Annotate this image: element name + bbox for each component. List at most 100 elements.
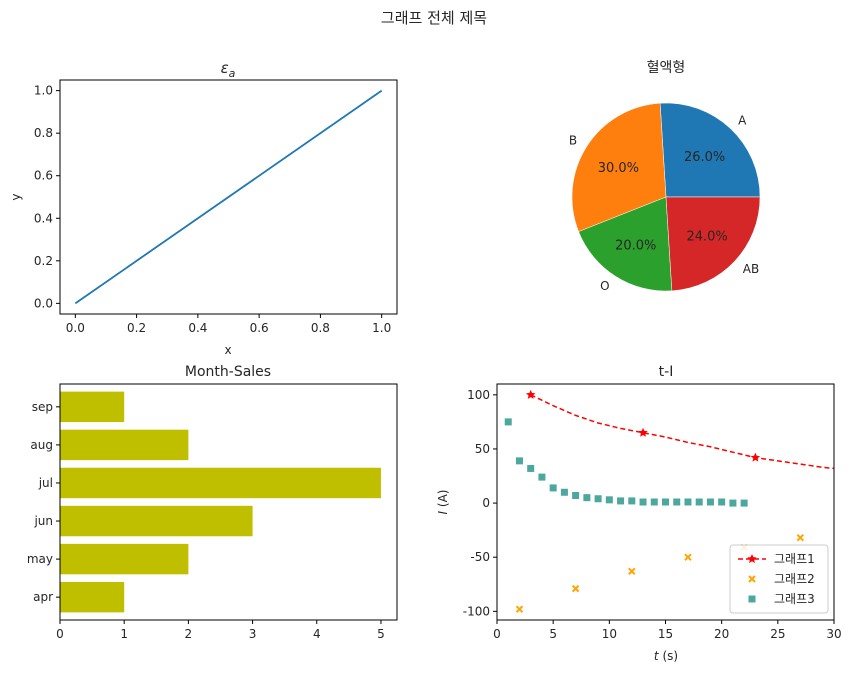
- y-tick-label: 0.6: [34, 169, 53, 183]
- pie-percent-label: 30.0%: [598, 161, 639, 176]
- x-tick-label: 0: [56, 627, 64, 641]
- series3-square-marker: [695, 498, 703, 506]
- series2-x-marker: [571, 584, 580, 593]
- y-tick-label: -100: [463, 604, 490, 618]
- pie-percent-label: 24.0%: [686, 230, 727, 245]
- series1-star-marker: [750, 452, 761, 462]
- bar: [60, 391, 125, 423]
- x-tick-label: 5: [377, 627, 385, 641]
- series2-x-marker: [684, 553, 692, 561]
- pie-slice: [578, 196, 673, 292]
- scatter-chart-xlabel: t (s): [654, 649, 678, 663]
- series3-square-marker: [538, 473, 546, 481]
- x-tick-label: 25: [770, 627, 785, 641]
- bar: [60, 543, 189, 575]
- scatter-chart-panel: t-I 0 5 10 15 20 25 30 100 50 0 -50 -100 t (s) I (…: [436, 364, 842, 663]
- bar: [60, 429, 189, 461]
- bar: [60, 581, 125, 613]
- bar-chart-title: Month-Sales: [185, 364, 271, 380]
- series1-star-marker: [525, 389, 536, 399]
- bar-chart-panel: Month-Sales 0 1 2 3 4 5 apr may jun jul aug sep: [27, 364, 398, 641]
- x-tick-label: 1: [120, 627, 128, 641]
- scatter-series-group: [504, 389, 834, 613]
- x-tick-label: 3: [249, 627, 257, 641]
- series2-x-marker: [515, 605, 524, 613]
- line-series: [74, 89, 383, 305]
- x-tick-label: 10: [602, 627, 617, 641]
- y-tick-label: jun: [33, 514, 53, 528]
- bar: [60, 467, 381, 499]
- series3-square-marker: [718, 498, 726, 506]
- x-tick-label: 30: [826, 627, 841, 641]
- series3-square-marker: [605, 496, 613, 504]
- series3-square-marker: [527, 464, 535, 472]
- x-tick-label: 2: [185, 627, 193, 641]
- series2-x-marker: [796, 534, 805, 542]
- legend-entry-label: 그래프1: [774, 552, 815, 566]
- y-tick-label: jul: [38, 476, 53, 490]
- scatter-chart-frame: [496, 383, 835, 621]
- y-tick-label: may: [27, 552, 53, 566]
- series2-x-marker: [628, 567, 636, 575]
- x-tick-label: 4: [313, 627, 321, 641]
- x-tick-label: 20: [714, 627, 729, 641]
- legend-entry-label: 그래프2: [774, 572, 815, 586]
- y-tick-label: 100: [467, 388, 490, 402]
- bar-chart-frame: [59, 383, 398, 621]
- pie-slice-label: O: [600, 279, 609, 293]
- series1-line: [530, 394, 834, 470]
- series1-star-marker: [638, 427, 648, 437]
- scatter-chart-legend: 그래프1 그래프2 그래프3: [729, 544, 829, 614]
- pie-percent-label: 26.0%: [684, 150, 725, 165]
- series3-square-marker: [515, 457, 523, 465]
- y-tick-label: 0: [482, 496, 490, 510]
- series3-square-marker: [740, 499, 748, 507]
- series3-square-marker: [706, 498, 714, 506]
- line-chart-ylabel: y: [9, 193, 23, 200]
- pie-slice: [571, 102, 667, 232]
- series3-square-marker: [673, 498, 681, 506]
- series3-square-marker: [650, 498, 658, 506]
- line-chart-panel: εa 0.0 0.2 0.4 0.6 0.8 1.0 0.0 0.2 0.4 0.6 0.8 1.0…: [9, 59, 398, 357]
- x-tick-label: 0.2: [127, 321, 146, 335]
- line-chart-frame: [59, 79, 398, 315]
- y-tick-label: 0.0: [34, 296, 53, 310]
- legend-square-swatch: [748, 595, 756, 603]
- x-tick-label: 0.4: [188, 321, 207, 335]
- line-chart-title: εa: [221, 59, 236, 80]
- series3-square-marker: [684, 498, 692, 506]
- y-tick-label: 0.4: [34, 211, 53, 225]
- pie-slice: [659, 102, 761, 198]
- line-chart-xlabel: x: [224, 343, 231, 357]
- series3-square-marker: [639, 498, 647, 506]
- legend-star-swatch: [747, 554, 757, 564]
- pie-slice-label: AB: [743, 262, 759, 276]
- series3-square-marker: [583, 494, 591, 502]
- x-tick-label: 0.8: [311, 321, 330, 335]
- series3-square-marker: [628, 497, 636, 505]
- x-tick-label: 0.6: [250, 321, 269, 335]
- pie-chart-title: 혈액형: [647, 60, 686, 76]
- pie-slice: [665, 196, 761, 292]
- series3-square-marker: [504, 418, 512, 426]
- legend-x-swatch: [748, 575, 756, 583]
- pie-percent-label: 20.0%: [615, 239, 656, 254]
- scatter-chart-title: t-I: [659, 364, 674, 380]
- y-tick-label: 0.2: [34, 254, 53, 268]
- series3-square-marker: [560, 488, 568, 496]
- series3-square-marker: [729, 499, 737, 507]
- y-tick-label: apr: [33, 590, 53, 604]
- x-tick-label: 5: [549, 627, 557, 641]
- y-tick-label: 0.8: [34, 126, 53, 140]
- scatter-chart-ylabel: I (A): [436, 490, 450, 515]
- x-tick-label: 0.0: [66, 321, 85, 335]
- series3-square-marker: [594, 495, 602, 503]
- pie-slice-label: A: [738, 113, 747, 127]
- y-tick-label: 50: [475, 442, 490, 456]
- series3-square-marker: [662, 498, 669, 506]
- y-tick-label: 1.0: [34, 84, 53, 98]
- legend-entry-label: 그래프3: [774, 592, 815, 606]
- y-tick-label: aug: [30, 438, 53, 452]
- bar: [60, 505, 253, 537]
- series3-square-marker: [572, 492, 580, 500]
